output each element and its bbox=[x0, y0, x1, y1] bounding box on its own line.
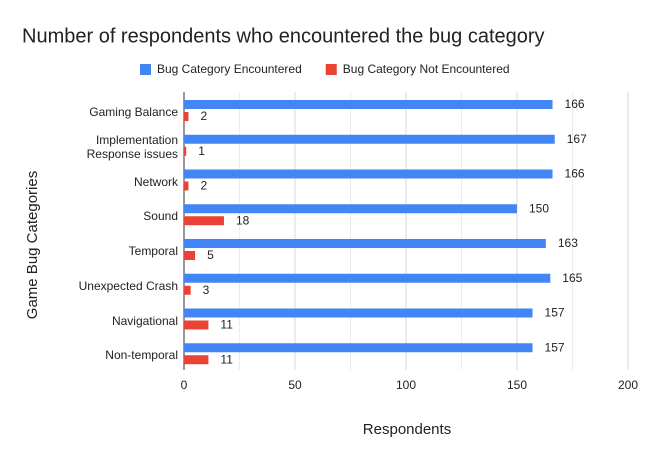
legend-swatch bbox=[140, 64, 151, 75]
y-tick-label: Sound bbox=[143, 209, 178, 224]
bar bbox=[184, 100, 553, 109]
data-label: 157 bbox=[545, 340, 565, 354]
bar bbox=[184, 146, 187, 156]
bar bbox=[184, 169, 553, 179]
data-label: 166 bbox=[565, 167, 585, 181]
data-label: 5 bbox=[207, 248, 214, 262]
data-label: 157 bbox=[545, 306, 565, 320]
y-axis-label: Game Bug Categories bbox=[24, 171, 41, 319]
bar bbox=[184, 204, 517, 214]
chart-title: Number of respondents who encountered th… bbox=[22, 25, 545, 47]
bar bbox=[184, 273, 551, 283]
data-label: 1 bbox=[198, 144, 205, 158]
x-tick-label: 200 bbox=[618, 378, 638, 392]
legend-swatch bbox=[325, 64, 337, 75]
bar bbox=[184, 355, 209, 365]
y-tick-label: Temporal bbox=[128, 244, 178, 258]
data-label: 167 bbox=[567, 132, 587, 146]
y-tick-label: Non-temporal bbox=[105, 348, 178, 363]
legend-label: Bug Category Encountered bbox=[157, 62, 302, 76]
x-tick-label: 50 bbox=[288, 378, 302, 392]
y-tick-label: Navigational bbox=[111, 313, 178, 328]
data-label: 11 bbox=[220, 352, 233, 366]
data-label: 18 bbox=[236, 213, 250, 227]
bar bbox=[184, 320, 209, 330]
bar bbox=[184, 343, 533, 353]
bar bbox=[184, 134, 555, 144]
bar bbox=[184, 112, 189, 121]
data-label: 166 bbox=[565, 97, 585, 111]
y-tick-label: Gaming Balance bbox=[89, 105, 178, 119]
bar bbox=[184, 181, 189, 191]
data-label: 3 bbox=[203, 283, 210, 297]
y-tick-label: Implementation Response issues bbox=[86, 132, 178, 161]
x-tick-label: 100 bbox=[396, 378, 416, 392]
data-label: 150 bbox=[529, 201, 549, 215]
data-label: 2 bbox=[200, 109, 207, 123]
y-tick-label: Unexpected Crash bbox=[78, 278, 178, 293]
x-tick-label: 150 bbox=[507, 378, 527, 392]
data-label: 163 bbox=[558, 236, 578, 250]
x-axis-label: Respondents bbox=[363, 421, 451, 438]
data-label: 165 bbox=[562, 271, 582, 285]
y-tick-label: Network bbox=[133, 174, 178, 189]
data-label: 11 bbox=[220, 318, 233, 332]
bar bbox=[184, 216, 224, 226]
bar bbox=[184, 308, 533, 318]
x-tick-label: 0 bbox=[181, 378, 188, 392]
bar bbox=[184, 239, 546, 248]
legend-label: Bug Category Not Encountered bbox=[343, 62, 510, 76]
bar bbox=[184, 285, 191, 295]
bar bbox=[184, 251, 196, 260]
data-label: 2 bbox=[200, 179, 207, 193]
